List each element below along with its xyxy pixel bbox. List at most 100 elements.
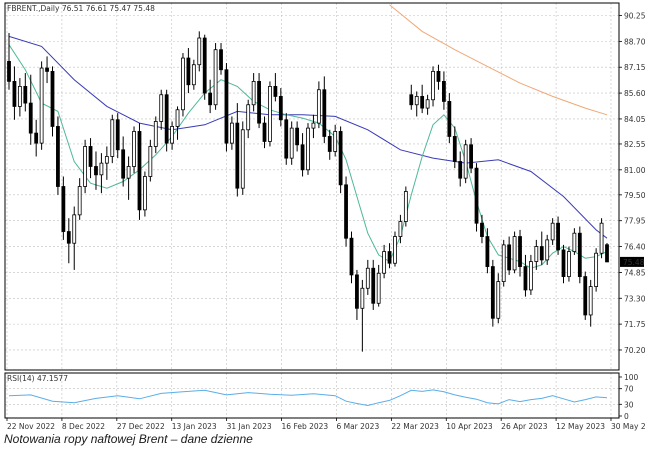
x-tick-label: 13 Jan 2023 bbox=[172, 422, 217, 431]
candle-body-up bbox=[316, 89, 321, 124]
y-tick-label: 90.25 bbox=[624, 12, 645, 21]
y-tick-label: 87.15 bbox=[624, 63, 645, 72]
candle bbox=[577, 226, 582, 284]
candle-body-up bbox=[132, 131, 136, 167]
candle bbox=[66, 218, 71, 264]
candle-body-up bbox=[550, 222, 555, 241]
y-tick-label: 79.50 bbox=[624, 191, 645, 200]
candle-body-up bbox=[148, 146, 153, 177]
candle-body-up bbox=[159, 94, 164, 122]
symbol-header: FBRENT.,Daily 76.51 76.61 75.47 75.48 bbox=[7, 4, 155, 13]
candle bbox=[561, 244, 566, 284]
candle bbox=[99, 153, 104, 194]
candle bbox=[463, 139, 468, 184]
candle bbox=[273, 73, 278, 102]
candle-body-down bbox=[458, 161, 463, 179]
candle-body-down bbox=[278, 96, 283, 121]
candle bbox=[550, 218, 555, 245]
candle-body-down bbox=[420, 96, 425, 109]
candle-body-down bbox=[137, 131, 142, 211]
candle-body-up bbox=[229, 122, 234, 144]
candle bbox=[485, 228, 490, 274]
candle-body-down bbox=[295, 127, 300, 146]
candle bbox=[512, 231, 517, 274]
y-tick-label: 81.00 bbox=[624, 166, 645, 175]
candle bbox=[556, 216, 560, 255]
candle-body-down bbox=[409, 94, 414, 106]
candle bbox=[39, 61, 44, 150]
candle-body-down bbox=[518, 236, 522, 267]
candle bbox=[115, 113, 120, 159]
candle-body-down bbox=[561, 249, 566, 277]
candle bbox=[61, 176, 66, 240]
candle-body-down bbox=[262, 122, 267, 142]
candle-body-down bbox=[436, 70, 441, 82]
candle-body-up bbox=[365, 267, 370, 289]
candle-body-up bbox=[246, 104, 251, 131]
x-tick-label: 31 Jan 2023 bbox=[227, 422, 272, 431]
candle bbox=[235, 103, 240, 197]
candle bbox=[528, 254, 533, 295]
candle bbox=[338, 126, 343, 194]
x-tick-label: 10 Apr 2023 bbox=[446, 422, 493, 431]
candle bbox=[409, 84, 414, 110]
candle bbox=[17, 78, 22, 117]
candle-body-down bbox=[605, 244, 609, 263]
candle bbox=[181, 53, 185, 117]
tick-labels: 90.25 88.70 87.15 85.60 84.05 82.55 81.00 79.50… bbox=[7, 12, 645, 431]
candle-body-down bbox=[344, 184, 348, 239]
candle-body-down bbox=[23, 86, 28, 104]
candle-body-up bbox=[289, 127, 294, 159]
candle-body-up bbox=[534, 246, 539, 262]
candle bbox=[28, 74, 33, 145]
candle bbox=[398, 214, 403, 244]
candle bbox=[72, 206, 77, 270]
figure-caption: Notowania ropy naftowej Brent – dane dzi… bbox=[4, 432, 253, 446]
candle-body-up bbox=[594, 252, 599, 287]
candle bbox=[539, 231, 544, 265]
candle-body-up bbox=[191, 64, 196, 86]
candle-body-down bbox=[28, 102, 33, 134]
candle bbox=[257, 73, 261, 129]
candle-body-down bbox=[556, 222, 560, 251]
candle bbox=[518, 229, 522, 277]
candle bbox=[349, 231, 354, 284]
candle-body-down bbox=[507, 244, 512, 271]
candle-body-up bbox=[382, 251, 387, 274]
candle-body-up bbox=[213, 49, 218, 106]
candle bbox=[431, 66, 435, 107]
candle bbox=[414, 91, 419, 117]
candle-body-up bbox=[414, 96, 419, 106]
candle-body-down bbox=[474, 167, 479, 224]
candle bbox=[311, 114, 316, 139]
candle-body-down bbox=[273, 86, 278, 97]
candle-body-up bbox=[126, 166, 131, 179]
candle bbox=[7, 33, 11, 90]
candle-body-up bbox=[588, 286, 593, 316]
candle bbox=[507, 236, 512, 275]
candle-body-down bbox=[257, 81, 261, 124]
candle bbox=[83, 139, 88, 194]
candle bbox=[240, 121, 245, 195]
candle-body-up bbox=[110, 119, 115, 157]
candle bbox=[403, 186, 408, 227]
candle-body-up bbox=[496, 281, 501, 319]
candle-body-down bbox=[121, 149, 126, 179]
rsi-tick-label: 100 bbox=[624, 373, 639, 382]
candle bbox=[387, 243, 392, 269]
candle bbox=[213, 43, 218, 110]
y-tick-label: 82.55 bbox=[624, 140, 645, 149]
candle-body-down bbox=[349, 237, 354, 276]
candle-body-down bbox=[300, 144, 305, 171]
candle bbox=[458, 151, 463, 187]
candle-body-up bbox=[72, 214, 77, 244]
rsi-tick-label: 70 bbox=[624, 385, 634, 394]
candle bbox=[583, 271, 588, 320]
candle bbox=[175, 106, 180, 140]
candle bbox=[137, 123, 142, 220]
candle bbox=[333, 124, 338, 157]
candle bbox=[121, 136, 126, 187]
candle-body-up bbox=[143, 176, 147, 211]
candle bbox=[56, 116, 60, 195]
